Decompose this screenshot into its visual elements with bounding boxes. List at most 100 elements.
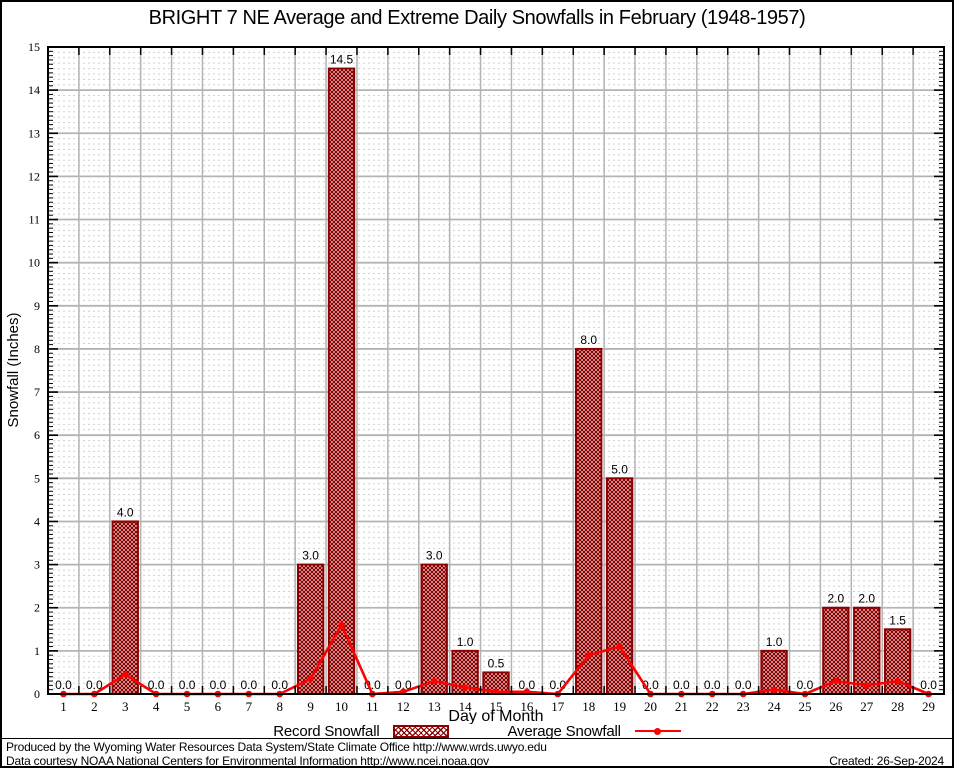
x-tick-24: 24	[768, 699, 782, 714]
avg-marker-day-28	[894, 677, 901, 685]
bar-label-day-2: 0.0	[86, 678, 103, 692]
record-snowfall-swatch-icon	[393, 724, 450, 738]
x-tick-20: 20	[644, 699, 657, 714]
footer-courtesy-text: Data courtesy NOAA National Centers for …	[6, 754, 489, 768]
y-tick-11: 11	[28, 213, 40, 227]
avg-marker-day-13	[430, 677, 438, 685]
avg-marker-day-14	[461, 684, 469, 691]
x-tick-16: 16	[520, 699, 534, 714]
bar-label-day-22: 0.0	[704, 678, 721, 692]
x-tick-10: 10	[335, 699, 348, 714]
legend: Record Snowfall Average Snowfall	[2, 722, 952, 740]
avg-marker-day-27	[863, 682, 871, 689]
x-tick-8: 8	[276, 699, 283, 714]
legend-marker-dot-icon	[653, 727, 661, 735]
avg-marker-day-24	[770, 686, 778, 693]
bar-label-day-3: 4.0	[117, 505, 134, 519]
bar-label-day-18: 8.0	[580, 333, 597, 347]
x-tick-22: 22	[706, 699, 719, 714]
bar-label-day-26: 2.0	[828, 592, 845, 606]
legend-record-label: Record Snowfall	[273, 722, 380, 740]
y-tick-4: 4	[34, 514, 40, 528]
x-tick-15: 15	[490, 699, 503, 714]
footer-divider	[2, 738, 952, 739]
y-tick-6: 6	[34, 428, 40, 442]
record-bar-day-27	[853, 606, 881, 696]
bar-label-day-13: 3.0	[426, 549, 443, 563]
bar-label-day-10: 14.5	[330, 53, 354, 67]
x-tick-18: 18	[582, 699, 595, 714]
x-tick-4: 4	[153, 699, 160, 714]
x-tick-28: 28	[891, 699, 904, 714]
record-bar-day-13	[420, 563, 448, 695]
avg-marker-day-3	[121, 671, 129, 678]
plot-area: 0.0 0.0 4.0 0.0 0.0 0.0 0.0 0.0 3.0 14.5 0.0 0.0 3.0…	[5, 40, 945, 724]
bar-label-day-5: 0.0	[179, 678, 196, 692]
x-tick-5: 5	[184, 699, 191, 714]
y-tick-2: 2	[34, 601, 40, 615]
bar-value-labels: 0.0 0.0 4.0 0.0 0.0 0.0 0.0 0.0 3.0 14.5 0.0 0.0 3.0…	[55, 53, 937, 692]
x-axis-label: Day of Month	[448, 708, 543, 724]
footer-created-date: Created: 26-Sep-2024	[829, 754, 944, 768]
bar-label-day-14: 1.0	[457, 635, 474, 649]
x-tick-19: 19	[613, 699, 626, 714]
y-tick-0: 0	[34, 687, 40, 701]
chart-title: BRIGHT 7 NE Average and Extreme Daily Sn…	[148, 7, 806, 29]
chart-generated-content: 0.0 0.0 4.0 0.0 0.0 0.0 0.0 0.0 3.0 14.5 0.0 0.0 3.0…	[28, 40, 945, 714]
x-tick-12: 12	[397, 699, 410, 714]
average-snowfall-line-icon	[634, 727, 681, 735]
y-tick-15: 15	[28, 40, 40, 54]
x-tick-23: 23	[737, 699, 750, 714]
y-tick-13: 13	[28, 126, 40, 140]
axis-ticks	[47, 46, 945, 695]
x-tick-2: 2	[91, 699, 98, 714]
y-tick-3: 3	[34, 558, 40, 572]
bar-label-day-29: 0.0	[920, 678, 937, 692]
legend-average-label: Average Snowfall	[507, 722, 621, 740]
x-tick-25: 25	[798, 699, 811, 714]
bar-label-day-23: 0.0	[735, 678, 752, 692]
bar-label-day-12: 0.0	[395, 678, 412, 692]
bar-label-day-8: 0.0	[271, 678, 288, 692]
y-axis-label: Snowfall (Inches)	[5, 312, 22, 427]
record-snowfall-bars	[111, 67, 912, 696]
bar-label-day-11: 0.0	[364, 678, 381, 692]
x-tick-21: 21	[675, 699, 688, 714]
record-bar-day-10	[327, 67, 356, 696]
x-tick-11: 11	[366, 699, 379, 714]
bar-label-day-24: 1.0	[766, 635, 783, 649]
x-tick-1: 1	[60, 699, 67, 714]
x-tick-27: 27	[860, 699, 874, 714]
record-bar-day-18	[575, 347, 603, 695]
bar-label-day-27: 2.0	[858, 592, 875, 606]
bar-label-day-1: 0.0	[55, 678, 72, 692]
avg-marker-day-10	[338, 621, 345, 629]
y-tick-9: 9	[34, 299, 40, 313]
gridlines-minor	[48, 51, 944, 690]
x-tick-29: 29	[922, 699, 935, 714]
record-bar-day-3	[111, 520, 139, 696]
x-tick-labels: 1 2 3 4 5 6 7 8 9 10 11 12 13 14 15 16 17 18 19 20 21 22 23 24 2…	[60, 699, 935, 714]
bar-label-day-7: 0.0	[240, 678, 257, 692]
record-bar-day-9	[296, 563, 325, 695]
y-tick-8: 8	[34, 342, 40, 356]
bar-label-day-15: 0.5	[488, 656, 505, 670]
x-tick-14: 14	[459, 699, 473, 714]
avg-marker-day-26	[832, 677, 840, 685]
x-tick-9: 9	[307, 699, 314, 714]
y-tick-1: 1	[34, 644, 40, 658]
bar-label-day-19: 5.0	[611, 462, 628, 476]
avg-marker-day-19	[616, 643, 623, 650]
avg-marker-day-9	[307, 675, 314, 683]
bar-label-day-4: 0.0	[148, 678, 165, 692]
x-tick-7: 7	[246, 699, 253, 714]
bar-label-day-16: 0.0	[519, 678, 536, 692]
y-tick-14: 14	[28, 83, 40, 97]
footer-producer-text: Produced by the Wyoming Water Resources …	[6, 740, 547, 754]
bar-label-day-28: 1.5	[889, 613, 906, 627]
x-tick-17: 17	[551, 699, 565, 714]
avg-marker-day-18	[585, 651, 592, 659]
x-tick-13: 13	[428, 699, 441, 714]
